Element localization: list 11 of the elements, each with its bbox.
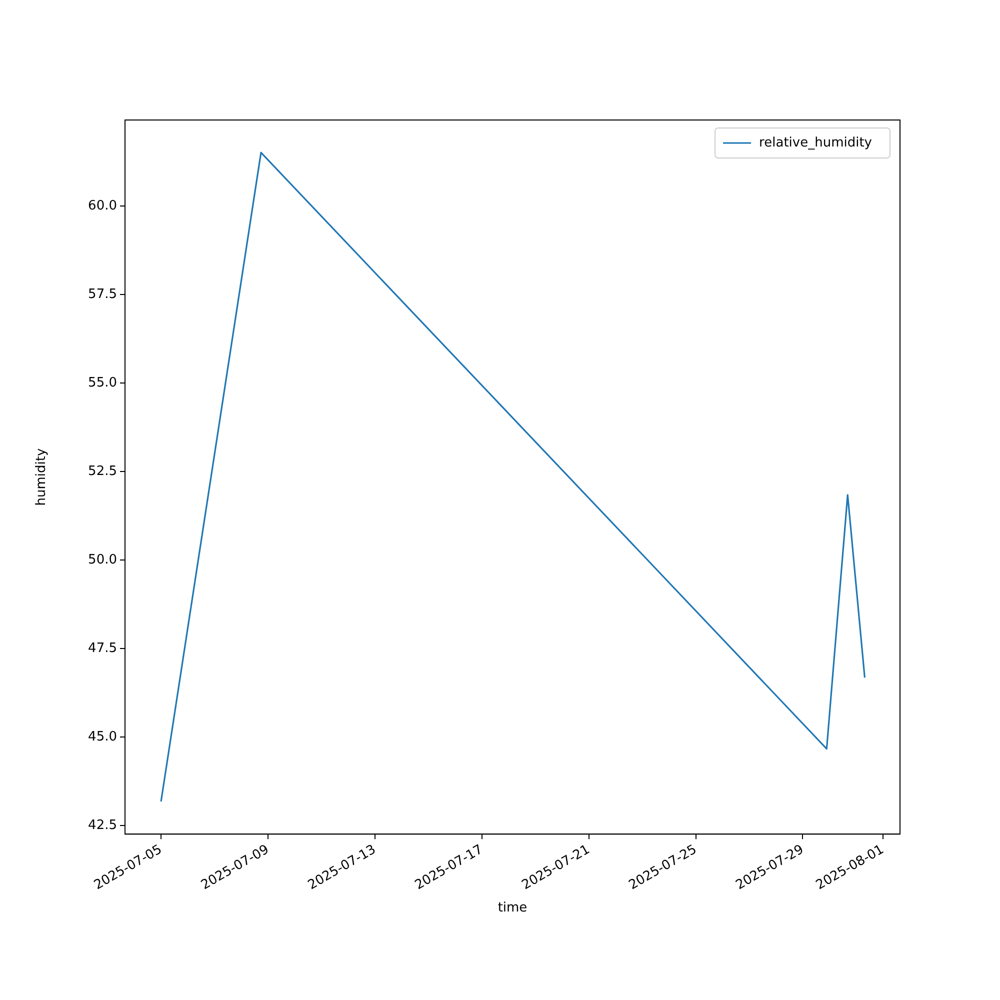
y-tick-label: 50.0 — [88, 552, 117, 568]
x-axis-title: time — [498, 900, 528, 916]
y-tick-label: 60.0 — [88, 198, 117, 214]
y-axis-title: humidity — [34, 448, 50, 506]
legend-label: relative_humidity — [759, 135, 872, 150]
y-tick-label: 57.5 — [88, 286, 117, 302]
y-tick-label: 52.5 — [88, 464, 117, 479]
y-tick-label: 45.0 — [88, 729, 117, 744]
y-tick-label: 55.0 — [88, 375, 117, 390]
y-tick-label: 47.5 — [88, 640, 117, 656]
y-tick-label: 42.5 — [88, 818, 117, 833]
